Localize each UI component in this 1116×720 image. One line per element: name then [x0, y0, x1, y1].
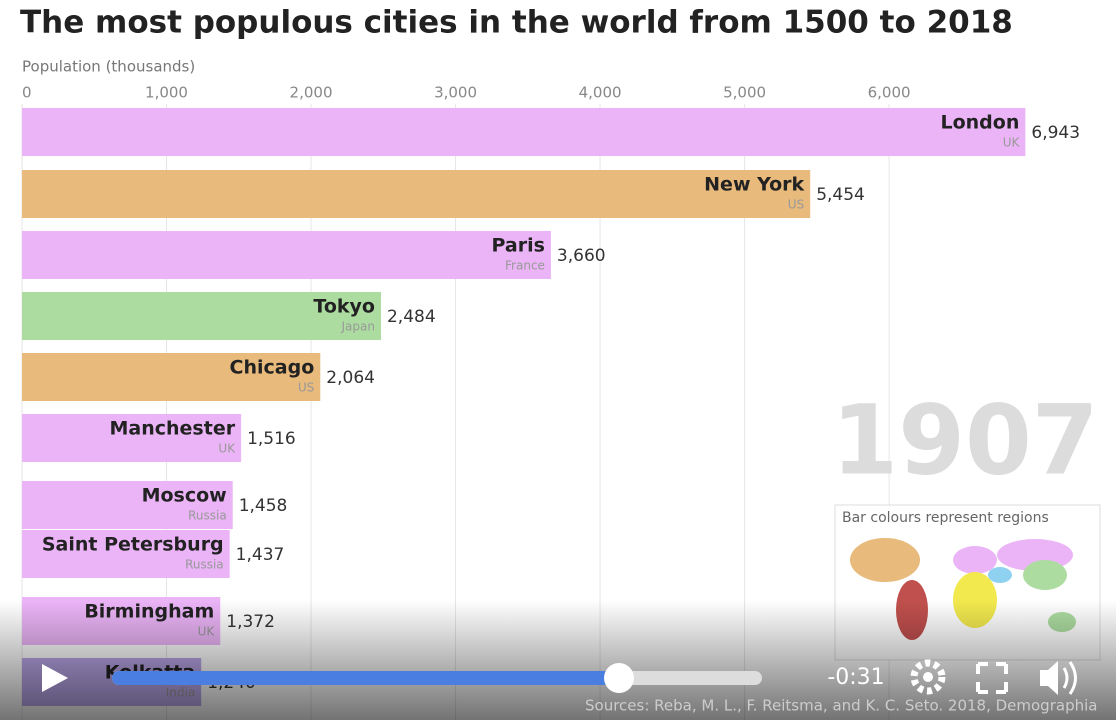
- bar: [22, 530, 230, 578]
- x-tick-label: 2,000: [290, 84, 333, 102]
- value-label: 1,437: [236, 545, 285, 565]
- x-tick-label: 6,000: [868, 84, 911, 102]
- source-note: Sources: Reba, M. L., F. Reitsma, and K.…: [585, 697, 1097, 715]
- bar: [22, 231, 551, 279]
- bar-label: Saint Petersburg: [42, 534, 224, 556]
- bar: [22, 108, 1026, 156]
- x-tick-label: 3,000: [434, 84, 477, 102]
- map-region: [953, 546, 997, 574]
- bar-sublabel: Russia: [185, 558, 224, 572]
- settings-icon: [923, 672, 933, 682]
- bar: [22, 481, 233, 529]
- progress-thumb[interactable]: [604, 663, 634, 693]
- volume-icon: [1062, 661, 1077, 695]
- play-button[interactable]: [42, 664, 68, 692]
- value-label: 1,516: [247, 429, 296, 449]
- bar-sublabel: Japan: [341, 320, 375, 334]
- bar-sublabel: UK: [218, 442, 236, 456]
- progress-fill: [112, 671, 619, 685]
- x-tick-label: 4,000: [579, 84, 622, 102]
- x-tick-label: 5,000: [723, 84, 766, 102]
- bar: [22, 414, 242, 462]
- bar-label: Paris: [491, 235, 544, 257]
- map-region: [850, 538, 920, 582]
- chart-title: The most populous cities in the world fr…: [20, 5, 1013, 41]
- x-tick-label: 1,000: [145, 84, 188, 102]
- bar: [22, 353, 321, 401]
- year-label: 1907: [831, 384, 1098, 496]
- axis-label: Population (thousands): [22, 58, 195, 76]
- bar-sublabel: UK: [1003, 136, 1021, 150]
- value-label: 5,454: [816, 185, 865, 205]
- value-label: 2,064: [326, 368, 375, 388]
- x-tick-label: 0: [22, 84, 32, 102]
- value-label: 1,458: [239, 496, 288, 516]
- legend-title: Bar colours represent regions: [842, 510, 1049, 526]
- bar-sublabel: Russia: [188, 509, 227, 523]
- time-remaining: -0:31: [827, 665, 884, 690]
- bar-label: Tokyo: [313, 296, 375, 318]
- player-controls: -0:31: [42, 659, 1077, 695]
- bar-label: Manchester: [110, 418, 236, 440]
- volume-button[interactable]: [1040, 661, 1058, 695]
- value-label: 3,660: [557, 246, 606, 266]
- value-label: 6,943: [1031, 123, 1080, 143]
- map-region: [988, 567, 1012, 583]
- bar-sublabel: France: [505, 259, 545, 273]
- fullscreen-button[interactable]: [976, 662, 1008, 694]
- map-region: [1023, 560, 1067, 590]
- bar-label: Moscow: [142, 485, 227, 507]
- bar-label: London: [941, 112, 1020, 134]
- bar-sublabel: US: [298, 381, 314, 395]
- bar: [22, 170, 811, 218]
- bar: [22, 292, 381, 340]
- value-label: 2,484: [387, 307, 436, 327]
- bar-sublabel: US: [788, 198, 804, 212]
- bar-label: Chicago: [230, 357, 315, 379]
- bar-label: New York: [704, 174, 804, 196]
- settings-button[interactable]: [910, 659, 946, 695]
